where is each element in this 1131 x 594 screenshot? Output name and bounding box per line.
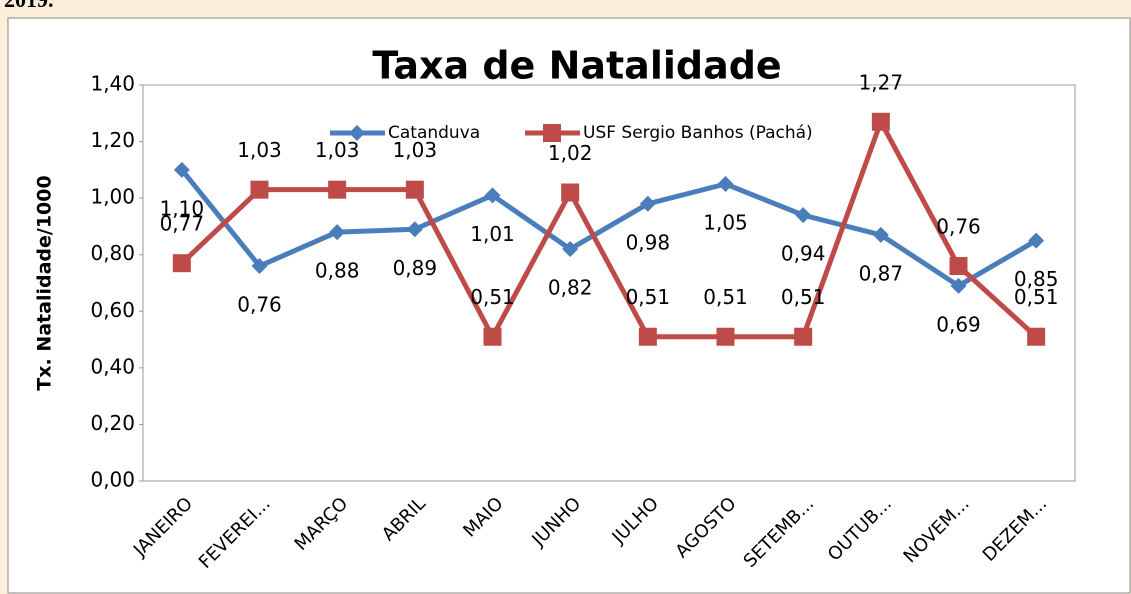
data-label: 1,03: [315, 138, 360, 162]
y-tick-label: 1,20: [90, 128, 135, 152]
data-label: 1,10: [160, 196, 205, 220]
data-label: 0,82: [548, 276, 593, 300]
data-label: 0,51: [781, 285, 826, 309]
data-point: [1027, 327, 1046, 346]
data-point: [543, 124, 561, 142]
series-line: [179, 168, 1038, 289]
y-tick-label: 0,20: [90, 411, 135, 435]
data-label: 0,85: [1014, 267, 1059, 291]
data-point: [872, 226, 889, 243]
data-point: [484, 187, 501, 204]
data-label: 0,89: [393, 256, 438, 280]
data-label: 0,76: [936, 215, 981, 239]
data-point: [717, 176, 734, 192]
data-label: 0,98: [626, 230, 671, 254]
series-line: [180, 119, 1038, 340]
data-label: 0,51: [626, 285, 671, 309]
y-tick-label: 0,00: [90, 468, 135, 492]
legend-label: USF Sergio Banhos (Pachá): [583, 123, 813, 143]
data-point: [716, 327, 735, 346]
data-point: [639, 195, 656, 212]
data-label: 1,03: [393, 138, 438, 162]
plot-area: [142, 84, 1076, 482]
data-label: 1,05: [703, 211, 748, 235]
data-point: [349, 125, 365, 141]
y-tick-label: 0,40: [90, 354, 135, 378]
data-point: [638, 327, 657, 346]
data-point: [173, 161, 190, 178]
data-label: 0,51: [470, 285, 515, 309]
data-label: 0,88: [315, 259, 360, 283]
data-label: 0,94: [781, 242, 826, 266]
data-point: [172, 254, 191, 273]
data-label: 0,69: [936, 312, 981, 336]
data-label: 0,51: [703, 285, 748, 309]
data-label: 0,87: [859, 261, 904, 285]
y-axis-label: Tx. Natalidade/1000: [34, 175, 56, 390]
data-point: [561, 183, 580, 202]
data-label: 1,03: [237, 138, 282, 162]
data-point: [328, 180, 347, 199]
legend-label: Catanduva: [388, 123, 480, 143]
y-tick-label: 0,60: [90, 298, 135, 322]
y-tick-label: 1,00: [90, 185, 135, 209]
data-point: [1028, 232, 1045, 249]
y-tick-label: 1,40: [90, 72, 135, 96]
data-label: 1,27: [859, 70, 904, 94]
data-label: 0,51: [1014, 285, 1059, 309]
data-label: 1,01: [470, 222, 515, 246]
data-point: [871, 112, 890, 131]
data-point: [795, 207, 812, 224]
data-point: [250, 180, 269, 199]
data-point: [405, 180, 424, 199]
data-point: [483, 327, 502, 346]
data-point: [329, 224, 346, 241]
y-tick-label: 0,80: [90, 241, 135, 265]
data-point: [562, 241, 579, 258]
data-label: 0,77: [160, 212, 205, 236]
data-point: [950, 277, 967, 294]
caption: 2019.: [4, 0, 54, 12]
data-point: [251, 258, 268, 275]
data-point: [794, 327, 813, 346]
chart-title: Taxa de Natalidade: [372, 44, 781, 88]
data-point: [406, 221, 423, 238]
data-point: [949, 257, 968, 276]
chart-frame: [7, 17, 1131, 594]
data-label: 1,02: [548, 141, 593, 165]
data-label: 0,76: [237, 293, 282, 317]
